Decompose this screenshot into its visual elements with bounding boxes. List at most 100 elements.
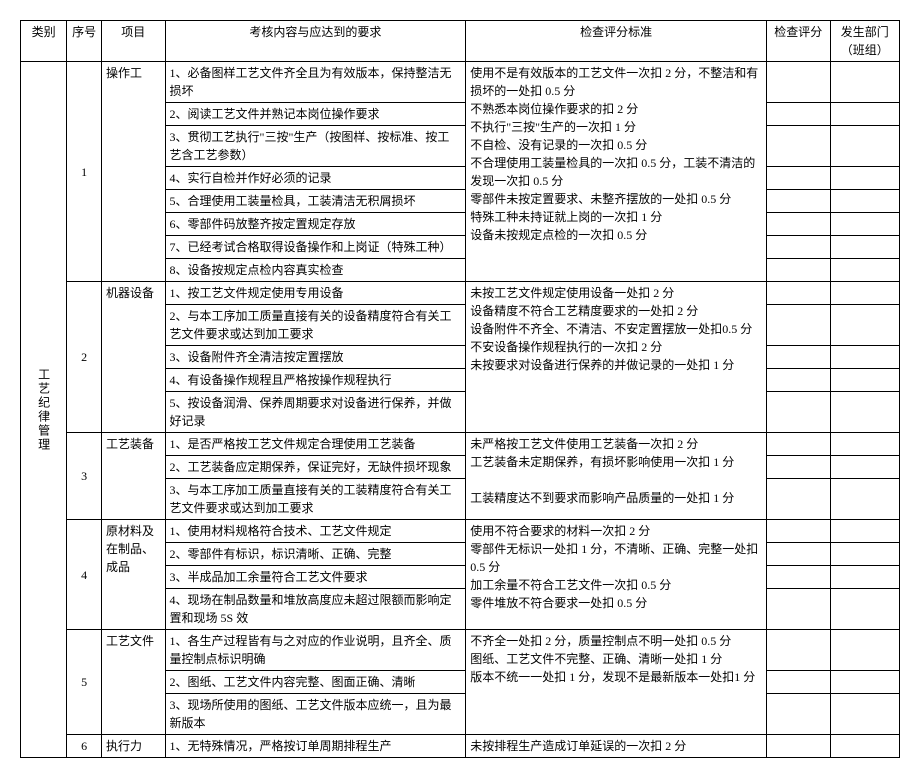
dept-cell (830, 456, 899, 479)
requirement-cell: 6、零部件码放整齐按定置规定存放 (165, 213, 466, 236)
seq-cell: 1 (67, 62, 102, 282)
dept-cell (830, 543, 899, 566)
score-cell (766, 305, 830, 346)
dept-cell (830, 630, 899, 671)
score-cell (766, 520, 830, 543)
h-standard: 检查评分标准 (466, 21, 767, 62)
requirement-cell: 2、零部件有标识，标识清晰、正确、完整 (165, 543, 466, 566)
score-cell (766, 346, 830, 369)
project-cell: 原材料及在制品、成品 (101, 520, 165, 630)
standard-cell: 未按工艺文件规定使用设备一处扣 2 分 设备精度不符合工艺精度要求的一处扣 2 … (466, 282, 767, 433)
standard-cell: 未严格按工艺文件使用工艺装备一次扣 2 分 工艺装备未定期保养，有损坏影响使用一… (466, 433, 767, 520)
dept-cell (830, 735, 899, 758)
score-cell (766, 566, 830, 589)
project-cell: 工艺文件 (101, 630, 165, 735)
requirement-cell: 1、无特殊情况，严格按订单周期排程生产 (165, 735, 466, 758)
h-category: 类别 (21, 21, 67, 62)
requirement-cell: 3、现场所使用的图纸、工艺文件版本应统一，且为最新版本 (165, 694, 466, 735)
requirement-cell: 3、贯彻工艺执行"三按"生产（按图样、按标准、按工艺含工艺参数） (165, 126, 466, 167)
header-row: 类别 序号 项目 考核内容与应达到的要求 检查评分标准 检查评分 发生部门（班组… (21, 21, 900, 62)
dept-cell (830, 126, 899, 167)
requirement-cell: 2、图纸、工艺文件内容完整、图面正确、清晰 (165, 671, 466, 694)
score-cell (766, 103, 830, 126)
standard-cell: 使用不符合要求的材料一次扣 2 分 零部件无标识一处扣 1 分，不清晰、正确、完… (466, 520, 767, 630)
seq-cell: 6 (67, 735, 102, 758)
dept-cell (830, 346, 899, 369)
score-cell (766, 671, 830, 694)
score-cell (766, 694, 830, 735)
requirement-cell: 2、工艺装备应定期保养，保证完好，无缺件损坏现象 (165, 456, 466, 479)
score-cell (766, 433, 830, 456)
assessment-table: 类别 序号 项目 考核内容与应达到的要求 检查评分标准 检查评分 发生部门（班组… (20, 20, 900, 758)
requirement-cell: 1、使用材料规格符合技术、工艺文件规定 (165, 520, 466, 543)
seq-cell: 2 (67, 282, 102, 433)
table-row: 6执行力1、无特殊情况，严格按订单周期排程生产未按排程生产造成订单延误的一次扣 … (21, 735, 900, 758)
requirement-cell: 2、与本工序加工质量直接有关的设备精度符合有关工艺文件要求或达到加工要求 (165, 305, 466, 346)
project-cell: 机器设备 (101, 282, 165, 433)
dept-cell (830, 305, 899, 346)
dept-cell (830, 62, 899, 103)
score-cell (766, 369, 830, 392)
project-cell: 操作工 (101, 62, 165, 282)
seq-cell: 4 (67, 520, 102, 630)
requirement-cell: 5、合理使用工装量检具，工装清洁无积屑损坏 (165, 190, 466, 213)
requirement-cell: 8、设备按规定点检内容真实检查 (165, 259, 466, 282)
score-cell (766, 236, 830, 259)
score-cell (766, 167, 830, 190)
score-cell (766, 282, 830, 305)
dept-cell (830, 433, 899, 456)
requirement-cell: 1、是否严格按工艺文件规定合理使用工艺装备 (165, 433, 466, 456)
category-cell: 工艺纪律管理 (21, 62, 67, 758)
dept-cell (830, 566, 899, 589)
requirement-cell: 3、半成品加工余量符合工艺文件要求 (165, 566, 466, 589)
h-project: 项目 (101, 21, 165, 62)
table-row: 4原材料及在制品、成品1、使用材料规格符合技术、工艺文件规定使用不符合要求的材料… (21, 520, 900, 543)
requirement-cell: 5、按设备润滑、保养周期要求对设备进行保养，并做好记录 (165, 392, 466, 433)
h-seq: 序号 (67, 21, 102, 62)
dept-cell (830, 694, 899, 735)
project-cell: 工艺装备 (101, 433, 165, 520)
score-cell (766, 259, 830, 282)
score-cell (766, 126, 830, 167)
dept-cell (830, 103, 899, 126)
requirement-cell: 3、设备附件齐全清洁按定置摆放 (165, 346, 466, 369)
requirement-cell: 1、必备图样工艺文件齐全且为有效版本，保持整洁无损坏 (165, 62, 466, 103)
dept-cell (830, 213, 899, 236)
dept-cell (830, 236, 899, 259)
score-cell (766, 630, 830, 671)
score-cell (766, 190, 830, 213)
h-score: 检查评分 (766, 21, 830, 62)
project-cell: 执行力 (101, 735, 165, 758)
seq-cell: 3 (67, 433, 102, 520)
seq-cell: 5 (67, 630, 102, 735)
h-dept: 发生部门（班组） (830, 21, 899, 62)
table-row: 5工艺文件1、各生产过程皆有与之对应的作业说明，且齐全、质量控制点标识明确不齐全… (21, 630, 900, 671)
score-cell (766, 589, 830, 630)
score-cell (766, 735, 830, 758)
dept-cell (830, 190, 899, 213)
dept-cell (830, 167, 899, 190)
dept-cell (830, 259, 899, 282)
table-row: 3工艺装备1、是否严格按工艺文件规定合理使用工艺装备未严格按工艺文件使用工艺装备… (21, 433, 900, 456)
score-cell (766, 213, 830, 236)
dept-cell (830, 671, 899, 694)
score-cell (766, 62, 830, 103)
dept-cell (830, 392, 899, 433)
dept-cell (830, 369, 899, 392)
dept-cell (830, 282, 899, 305)
table-row: 2机器设备1、按工艺文件规定使用专用设备未按工艺文件规定使用设备一处扣 2 分 … (21, 282, 900, 305)
dept-cell (830, 520, 899, 543)
score-cell (766, 392, 830, 433)
requirement-cell: 7、已经考试合格取得设备操作和上岗证（特殊工种） (165, 236, 466, 259)
requirement-cell: 4、现场在制品数量和堆放高度应未超过限额而影响定置和现场 5S 效 (165, 589, 466, 630)
table-row: 工艺纪律管理1操作工1、必备图样工艺文件齐全且为有效版本，保持整洁无损坏使用不是… (21, 62, 900, 103)
requirement-cell: 4、有设备操作规程且严格按操作规程执行 (165, 369, 466, 392)
requirement-cell: 3、与本工序加工质量直接有关的工装精度符合有关工艺文件要求或达到加工要求 (165, 479, 466, 520)
standard-cell: 不齐全一处扣 2 分，质量控制点不明一处扣 0.5 分 图纸、工艺文件不完整、正… (466, 630, 767, 735)
requirement-cell: 4、实行自检并作好必须的记录 (165, 167, 466, 190)
requirement-cell: 1、各生产过程皆有与之对应的作业说明，且齐全、质量控制点标识明确 (165, 630, 466, 671)
standard-cell: 未按排程生产造成订单延误的一次扣 2 分 (466, 735, 767, 758)
score-cell (766, 543, 830, 566)
score-cell (766, 479, 830, 520)
standard-cell: 使用不是有效版本的工艺文件一次扣 2 分，不整洁和有损坏的一处扣 0.5 分 不… (466, 62, 767, 282)
